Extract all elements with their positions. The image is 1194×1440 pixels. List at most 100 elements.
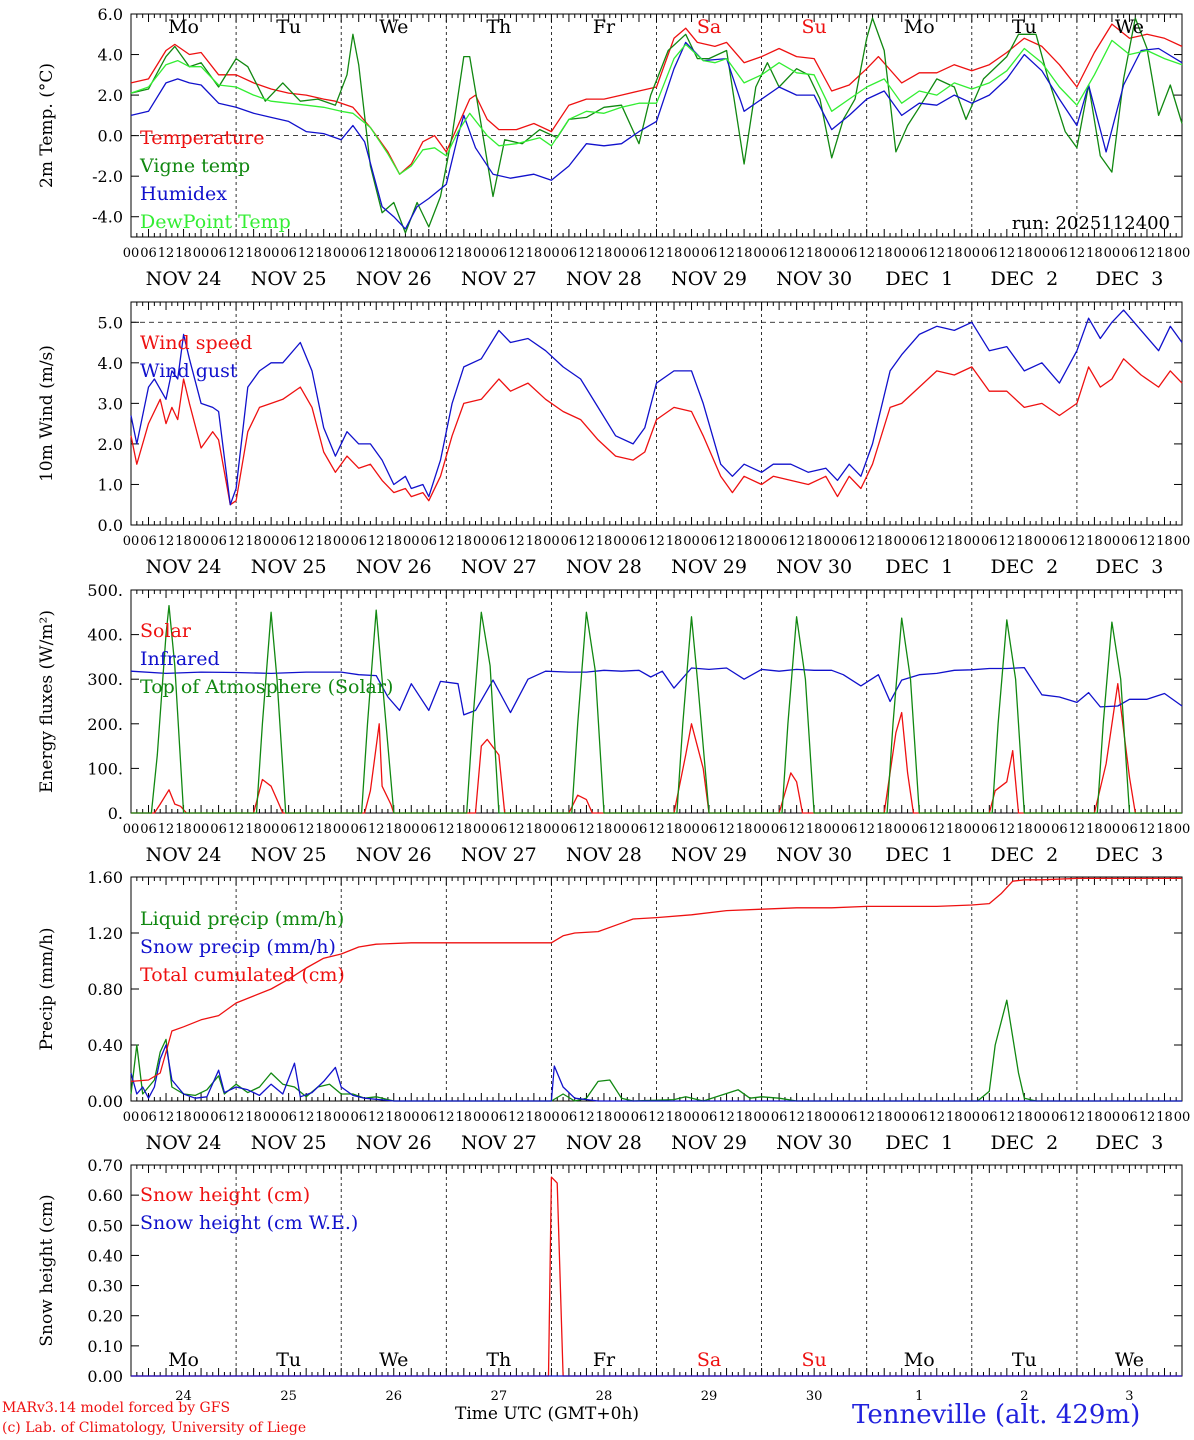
precip-hour-label: 00 xyxy=(613,1110,630,1125)
energy-ytick-label: 300. xyxy=(87,670,123,689)
energy-series-0 xyxy=(131,683,1182,814)
snow-ytick-label: 0.00 xyxy=(87,1367,123,1386)
precip-hour-label: 12 xyxy=(228,1110,245,1125)
wind-hour-label: 06 xyxy=(280,534,297,549)
temp-hour-label: 06 xyxy=(140,246,157,261)
precip-hour-label: 18 xyxy=(806,1110,823,1125)
temp-weekday-label: Tu xyxy=(276,16,301,38)
wind-hour-label: 00 xyxy=(753,534,770,549)
precip-hour-label: 18 xyxy=(385,1110,402,1125)
wind-hour-label: 00 xyxy=(613,534,630,549)
precip-hour-label: 00 xyxy=(263,1110,280,1125)
temp-hour-label: 06 xyxy=(911,246,928,261)
temp-date-label: DEC 3 xyxy=(1096,268,1164,290)
temp-ytick-label: 2.0 xyxy=(98,86,123,105)
precip-date-label: NOV 24 xyxy=(146,1132,222,1154)
energy-hour-label: 00 xyxy=(893,822,910,837)
temp-plot-frame xyxy=(130,13,1183,238)
temp-hour-label: 00 xyxy=(333,246,350,261)
energy-hour-label: 06 xyxy=(561,822,578,837)
run-label: run: 2025112400 xyxy=(1012,213,1170,234)
energy-hour-label: 18 xyxy=(736,822,753,837)
wind-hour-label: 18 xyxy=(456,534,473,549)
temp-series-3 xyxy=(130,39,1183,175)
energy-hour-label: 06 xyxy=(701,822,718,837)
snow-day-number: 27 xyxy=(491,1389,508,1404)
precip-date-label: NOV 30 xyxy=(776,1132,852,1154)
precip-date-label: NOV 28 xyxy=(566,1132,642,1154)
precip-ytick-label: 0.00 xyxy=(87,1092,123,1111)
precip-hour-label: 18 xyxy=(946,1110,963,1125)
precip-date-label: DEC 1 xyxy=(885,1132,953,1154)
precip-date-label: NOV 29 xyxy=(671,1132,747,1154)
energy-hour-label: 18 xyxy=(175,822,192,837)
energy-series-1 xyxy=(130,666,1183,716)
precip-hour-label: 00 xyxy=(1104,1110,1121,1125)
energy-hour-label: 12 xyxy=(1069,822,1086,837)
precip-ytick-label: 1.60 xyxy=(87,868,123,887)
snow-day-number: 3 xyxy=(1125,1389,1133,1404)
precip-hour-label: 18 xyxy=(876,1110,893,1125)
energy-hour-label: 06 xyxy=(1051,822,1068,837)
snow-day-number: 30 xyxy=(806,1389,823,1404)
energy-hour-label: 18 xyxy=(806,822,823,837)
precip-hour-label: 18 xyxy=(456,1110,473,1125)
temp-hour-label: 12 xyxy=(1139,246,1156,261)
energy-date-label: NOV 29 xyxy=(671,844,747,866)
energy-hour-label: 12 xyxy=(648,822,665,837)
energy-hour-label: 00 xyxy=(1034,822,1051,837)
temp-hour-label: 00 xyxy=(403,246,420,261)
wind-hour-label: 06 xyxy=(911,534,928,549)
wind-hour-label: 12 xyxy=(368,534,385,549)
temp-legend-2: Humidex xyxy=(140,183,227,205)
precip-hour-label: 12 xyxy=(858,1110,875,1125)
energy-hour-label: 00 xyxy=(613,822,630,837)
wind-hour-label: 06 xyxy=(421,534,438,549)
temp-hour-label: 06 xyxy=(701,246,718,261)
wind-hour-label: 00 xyxy=(263,534,280,549)
energy-hour-label: 00 xyxy=(473,822,490,837)
precip-hour-label: 12 xyxy=(508,1110,525,1125)
temp-hour-label: 18 xyxy=(245,246,262,261)
snow-weekday-label: Tu xyxy=(1012,1349,1037,1371)
temp-date-label: NOV 29 xyxy=(671,268,747,290)
precip-hour-label: 00 xyxy=(333,1110,350,1125)
precip-hour-label: 00 xyxy=(1034,1110,1051,1125)
wind-hour-label: 00 xyxy=(1104,534,1121,549)
temp-hour-label: 00 xyxy=(123,246,140,261)
wind-date-label: NOV 28 xyxy=(566,556,642,578)
wind-hour-label: 06 xyxy=(210,534,227,549)
precip-hour-label: 18 xyxy=(315,1110,332,1125)
wind-date-label: DEC 3 xyxy=(1096,556,1164,578)
energy-hour-label: 06 xyxy=(491,822,508,837)
snow-weekday-label: We xyxy=(379,1349,408,1371)
precip-hour-label: 06 xyxy=(771,1110,788,1125)
temp-ytick-label: -2.0 xyxy=(92,167,123,186)
temp-ytick-label: -4.0 xyxy=(92,208,123,227)
temp-hour-label: 06 xyxy=(841,246,858,261)
energy-hour-label: 00 xyxy=(263,822,280,837)
temp-date-label: NOV 27 xyxy=(461,268,537,290)
wind-hour-label: 12 xyxy=(578,534,595,549)
precip-hour-label: 06 xyxy=(561,1110,578,1125)
wind-hour-label: 12 xyxy=(228,534,245,549)
precip-hour-label: 06 xyxy=(491,1110,508,1125)
model-credit: MARv3.14 model forced by GFS (c) Lab. of… xyxy=(2,1398,306,1438)
energy-ytick-label: 200. xyxy=(87,715,123,734)
temp-hour-label: 00 xyxy=(613,246,630,261)
precip-hour-label: 12 xyxy=(1069,1110,1086,1125)
energy-hour-label: 18 xyxy=(245,822,262,837)
temp-hour-label: 06 xyxy=(350,246,367,261)
precip-hour-label: 12 xyxy=(928,1110,945,1125)
precip-hour-label: 18 xyxy=(596,1110,613,1125)
precip-hour-label: 12 xyxy=(788,1110,805,1125)
energy-date-label: DEC 1 xyxy=(885,844,953,866)
precip-hour-label: 00 xyxy=(893,1110,910,1125)
temp-weekday-label: Th xyxy=(486,16,511,38)
energy-date-label: NOV 25 xyxy=(251,844,327,866)
wind-hour-label: 12 xyxy=(999,534,1016,549)
wind-ytick-label: 4.0 xyxy=(98,354,123,373)
snow-ytick-label: 0.30 xyxy=(87,1277,123,1296)
energy-hour-label: 12 xyxy=(999,822,1016,837)
wind-hour-label: 18 xyxy=(946,534,963,549)
